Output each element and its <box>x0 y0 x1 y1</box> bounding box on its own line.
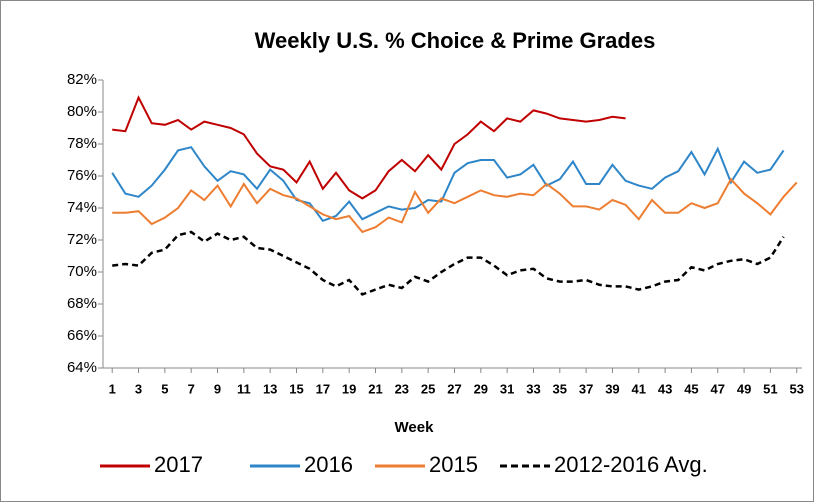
x-tick-label: 15 <box>289 381 303 396</box>
x-tick-label: 19 <box>342 381 356 396</box>
y-tick-label: 74% <box>67 199 97 216</box>
x-tick-label: 39 <box>605 381 619 396</box>
x-tick-label: 49 <box>737 381 751 396</box>
legend-label: 2012-2016 Avg. <box>554 452 708 477</box>
y-tick-label: 78% <box>67 135 97 152</box>
x-tick-label: 13 <box>263 381 277 396</box>
x-tick-label: 3 <box>135 381 142 396</box>
x-tick-label: 31 <box>500 381 514 396</box>
y-tick-label: 68% <box>67 295 97 312</box>
x-tick-label: 51 <box>763 381 777 396</box>
y-tick-label: 64% <box>67 359 97 376</box>
x-tick-label: 25 <box>421 381 435 396</box>
series-line <box>112 177 798 234</box>
y-tick-label: 80% <box>67 103 97 120</box>
y-tick-label: 70% <box>67 263 97 280</box>
x-tick-label: 47 <box>711 381 725 396</box>
x-tick-label: 29 <box>474 381 488 396</box>
y-tick-label: 82% <box>67 71 97 88</box>
legend-label: 2015 <box>429 452 478 477</box>
x-tick-label: 27 <box>447 381 461 396</box>
x-tick-label: 33 <box>526 381 540 396</box>
x-tick-label: 23 <box>395 381 409 396</box>
x-tick-label: 45 <box>684 381 698 396</box>
series-line <box>112 230 785 296</box>
x-tick-label: 17 <box>316 381 330 396</box>
x-tick-label: 11 <box>237 381 251 396</box>
x-tick-label: 5 <box>161 381 168 396</box>
x-tick-label: 43 <box>658 381 672 396</box>
x-tick-label: 21 <box>368 381 382 396</box>
y-tick-label: 72% <box>67 231 97 248</box>
y-tick-label: 76% <box>67 167 97 184</box>
x-tick-label: 37 <box>579 381 593 396</box>
x-axis-label: Week <box>395 419 435 436</box>
x-tick-label: 35 <box>553 381 567 396</box>
x-tick-label: 53 <box>790 381 804 396</box>
x-tick-label: 9 <box>214 381 221 396</box>
series-line <box>111 146 785 222</box>
legend-label: 2017 <box>154 452 203 477</box>
legend-label: 2016 <box>304 452 353 477</box>
x-tick-label: 1 <box>109 381 116 396</box>
x-tick-label: 41 <box>632 381 646 396</box>
x-tick-label: 7 <box>188 381 195 396</box>
y-tick-label: 66% <box>67 327 97 344</box>
series-line <box>112 95 626 200</box>
chart-title: Weekly U.S. % Choice & Prime Grades <box>255 28 656 53</box>
